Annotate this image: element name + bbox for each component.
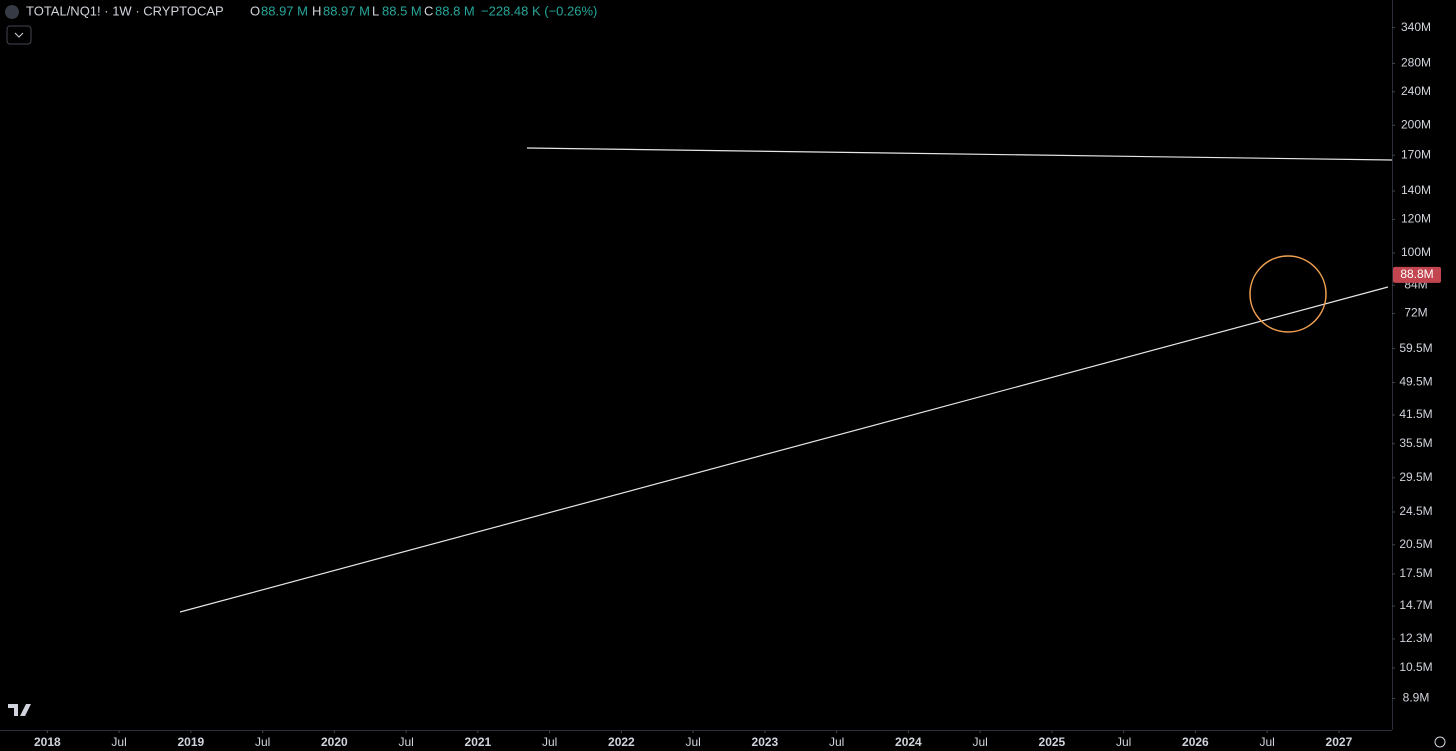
trendline [179,286,1389,613]
close-label: C [424,3,433,18]
y-tick-label: 100M [1401,245,1431,259]
chevron-icon [14,32,24,38]
x-tick-label: 2019 [178,735,205,749]
open: 88.97 M [261,3,308,18]
collapse-button[interactable] [6,25,32,45]
y-tick-label: 41.5M [1399,407,1432,421]
low-label: L [372,3,379,18]
x-tick-label: 2026 [1182,735,1209,749]
high-label: H [312,3,321,18]
x-tick-label: 2022 [608,735,635,749]
y-tick-label: 240M [1401,84,1431,98]
close: 88.8 M [435,3,475,18]
y-tick-label: 20.5M [1399,537,1432,551]
y-tick-label: 12.3M [1399,631,1432,645]
y-tick-label: 29.5M [1399,470,1432,484]
x-tick-label: Jul [685,735,700,749]
y-tick-label: 280M [1401,56,1431,70]
y-tick-label: 17.5M [1399,566,1432,580]
x-tick-label: Jul [972,735,987,749]
high: 88.97 M [323,3,370,18]
x-tick-label: 2020 [321,735,348,749]
change: −228.48 K (−0.26%) [481,3,597,18]
last-price-box [1393,266,1441,283]
y-tick-label: 120M [1401,212,1431,226]
symbol-icon [5,5,19,19]
y-tick-label: 59.5M [1399,341,1432,355]
y-tick-label: 8.9M [1403,691,1430,705]
x-tick-label: Jul [111,735,126,749]
logo [8,704,31,716]
x-tick-label: Jul [542,735,557,749]
x-tick-label: 2024 [895,735,922,749]
last-price-label: 88.8M [1400,267,1433,281]
y-tick-label: 340M [1401,20,1431,34]
open-label: O [250,3,260,18]
x-tick-label: 2021 [465,735,492,749]
y-tick-label: 14.7M [1399,598,1432,612]
y-tick-label: 24.5M [1399,504,1432,518]
x-tick-label: 2018 [34,735,61,749]
y-tick-label: 140M [1401,183,1431,197]
y-tick-label: 200M [1401,118,1431,132]
x-tick-label: 2027 [1326,735,1353,749]
y-tick-label: 10.5M [1399,660,1432,674]
y-tick-label: 72M [1404,306,1427,320]
low: 88.5 M [382,3,422,18]
trendline [526,147,1393,161]
y-tick-label: 49.5M [1399,375,1432,389]
x-tick-label: Jul [255,735,270,749]
x-tick-label: Jul [1259,735,1274,749]
settings-icon[interactable] [1434,736,1446,748]
x-tick-label: Jul [1116,735,1131,749]
symbol: TOTAL/NQ1! · 1W · CRYPTOCAP [26,3,224,18]
x-tick-label: Jul [829,735,844,749]
x-tick-label: 2025 [1039,735,1066,749]
x-tick-label: Jul [398,735,413,749]
y-tick-label: 170M [1401,147,1431,161]
y-tick-label: 35.5M [1399,436,1432,450]
x-tick-label: 2023 [752,735,779,749]
highlight-circle [1249,255,1327,333]
